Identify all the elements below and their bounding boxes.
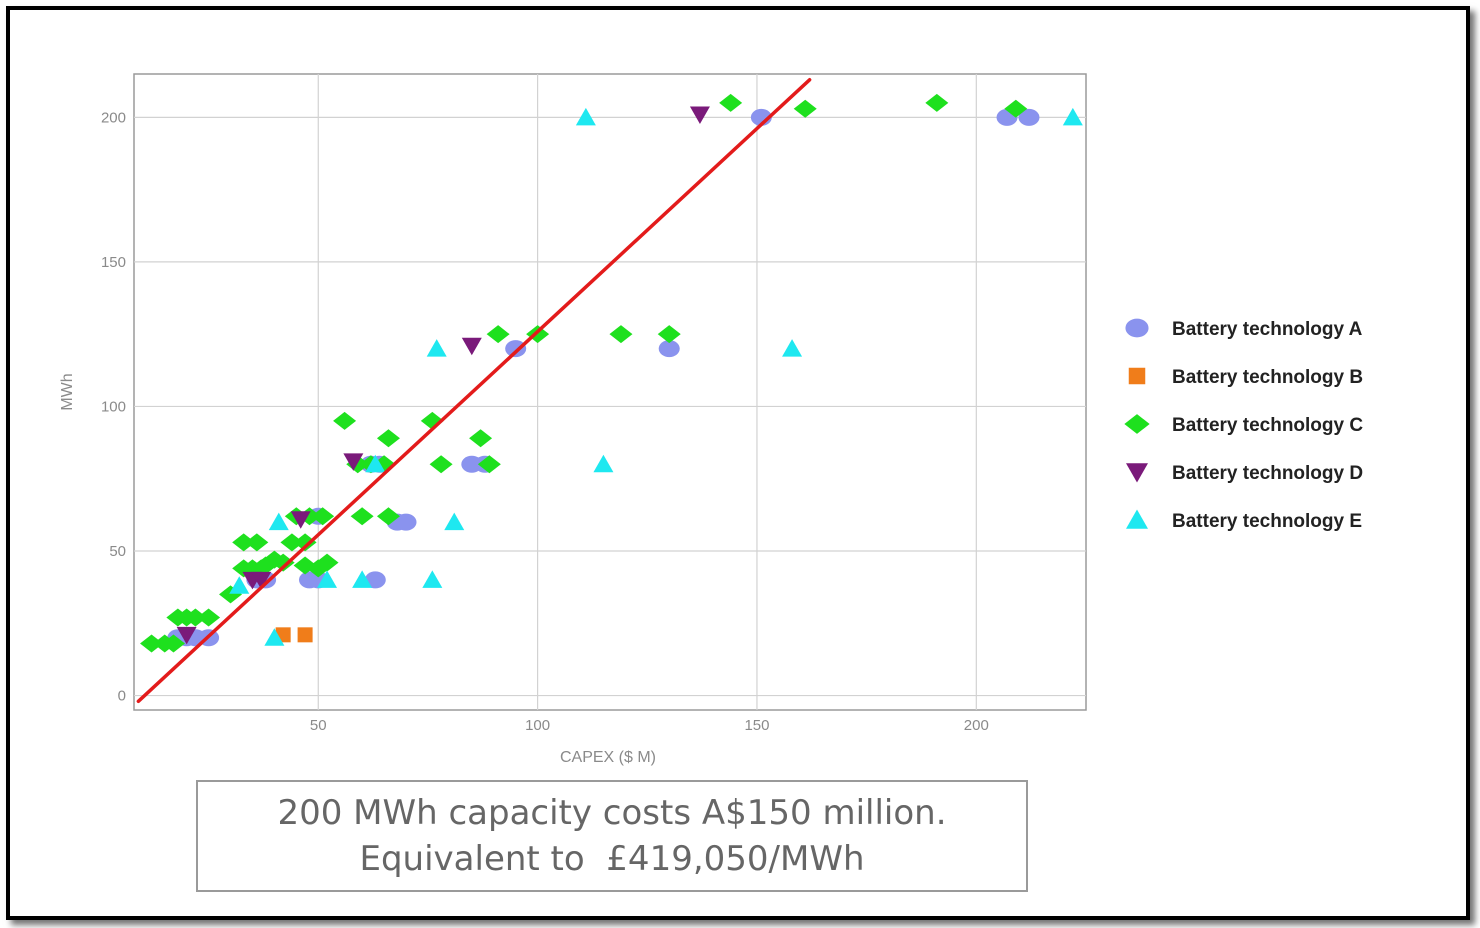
data-points bbox=[140, 93, 1083, 653]
y-tick-label: 50 bbox=[109, 543, 126, 560]
legend-marker bbox=[1128, 367, 1146, 385]
legend-label: Battery technology B bbox=[1172, 367, 1363, 388]
x-tick-label: 150 bbox=[744, 717, 769, 734]
data-point bbox=[280, 533, 304, 552]
data-point bbox=[429, 455, 453, 474]
data-point bbox=[486, 325, 510, 344]
legend-label: Battery technology C bbox=[1172, 415, 1363, 436]
trendline bbox=[136, 78, 812, 704]
data-point bbox=[426, 339, 447, 357]
data-point bbox=[1018, 108, 1040, 126]
data-point bbox=[352, 570, 373, 588]
data-point bbox=[376, 507, 400, 526]
data-point bbox=[176, 626, 197, 645]
data-point bbox=[1062, 107, 1083, 126]
legend-label: Battery technology A bbox=[1172, 319, 1363, 340]
data-point bbox=[268, 512, 289, 531]
y-axis-label: MWh bbox=[59, 373, 76, 410]
legend-item: Battery technology B bbox=[1128, 367, 1363, 388]
data-point bbox=[183, 608, 207, 627]
y-tick-label: 0 bbox=[118, 688, 126, 705]
data-point bbox=[365, 454, 386, 473]
x-tick-label: 50 bbox=[310, 717, 327, 734]
data-point bbox=[333, 411, 357, 430]
data-point bbox=[140, 634, 164, 653]
legend-item: Battery technology A bbox=[1125, 318, 1363, 340]
data-point bbox=[315, 553, 339, 572]
data-point bbox=[232, 533, 256, 552]
data-point bbox=[311, 507, 335, 526]
legend-item: Battery technology C bbox=[1124, 414, 1363, 436]
data-point bbox=[925, 93, 949, 112]
data-point bbox=[469, 429, 493, 448]
data-point bbox=[657, 325, 681, 344]
data-point bbox=[364, 571, 386, 589]
data-point bbox=[444, 512, 465, 531]
data-point bbox=[264, 628, 285, 646]
data-point bbox=[422, 570, 443, 588]
y-tick-label: 150 bbox=[101, 254, 126, 271]
legend-label: Battery technology E bbox=[1172, 511, 1362, 532]
data-point bbox=[376, 429, 400, 448]
data-point bbox=[343, 453, 364, 471]
legend-marker bbox=[1126, 509, 1148, 529]
data-point bbox=[689, 106, 710, 124]
data-point bbox=[477, 455, 501, 474]
legend-label: Battery technology D bbox=[1172, 463, 1363, 484]
x-tick-label: 200 bbox=[964, 717, 989, 734]
data-point bbox=[297, 627, 313, 643]
tick-labels: 50 100 150 200 0 50 100 150 200 bbox=[101, 109, 989, 734]
data-point bbox=[290, 511, 311, 529]
data-point bbox=[719, 93, 743, 112]
legend-item: Battery technology D bbox=[1126, 463, 1363, 484]
data-point bbox=[245, 533, 269, 552]
data-point bbox=[575, 107, 596, 126]
data-point bbox=[271, 553, 295, 572]
trendline-group bbox=[136, 78, 812, 704]
plot-area bbox=[133, 73, 1087, 711]
data-point bbox=[1004, 99, 1028, 118]
legend-marker bbox=[1126, 463, 1148, 483]
caption-box: 200 MWh capacity costs A$150 million. Eq… bbox=[196, 780, 1028, 892]
data-point bbox=[161, 634, 185, 653]
legend-item: Battery technology E bbox=[1126, 509, 1362, 532]
legend-marker bbox=[1124, 414, 1150, 434]
data-point bbox=[350, 507, 374, 526]
data-point bbox=[317, 570, 338, 588]
y-tick-label: 200 bbox=[101, 109, 126, 126]
data-point bbox=[505, 340, 527, 358]
data-point bbox=[395, 513, 417, 531]
x-axis-label: CAPEX ($ M) bbox=[560, 749, 656, 766]
data-point bbox=[793, 99, 817, 118]
data-point bbox=[461, 337, 482, 356]
data-point bbox=[782, 339, 803, 357]
data-point bbox=[229, 576, 250, 594]
data-point bbox=[593, 454, 614, 473]
data-point bbox=[251, 571, 272, 590]
caption-line-1: 200 MWh capacity costs A$150 million. bbox=[277, 793, 947, 833]
grid-lines bbox=[134, 74, 1086, 710]
legend: Battery technology A Battery technology B… bbox=[1124, 318, 1363, 532]
data-point bbox=[293, 533, 317, 552]
x-tick-label: 100 bbox=[525, 717, 550, 734]
data-point bbox=[609, 325, 633, 344]
y-tick-label: 100 bbox=[101, 398, 126, 415]
data-point bbox=[658, 340, 680, 358]
data-point bbox=[197, 608, 221, 627]
caption-line-2: Equivalent to £419,050/MWh bbox=[359, 839, 865, 879]
legend-marker bbox=[1125, 318, 1149, 338]
